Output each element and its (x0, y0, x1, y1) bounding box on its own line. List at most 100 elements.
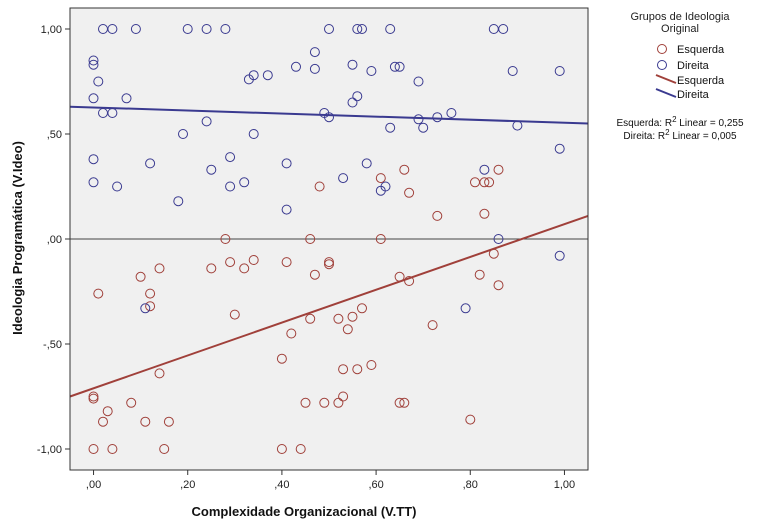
point-direita-18 (201, 24, 212, 34)
annotation-esquerda: Esquerda: R2 Linear = 0,255 (616, 115, 743, 129)
point-esquerda-47 (394, 397, 405, 408)
y-tick-label-0: -1,00 (37, 444, 62, 456)
point-esquerda-23 (281, 257, 292, 268)
point-esquerda-15 (163, 416, 174, 427)
point-direita-47 (385, 24, 396, 34)
point-esquerda-42 (357, 303, 367, 314)
point-esquerda-34 (324, 259, 334, 270)
point-direita-10 (112, 181, 123, 192)
point-esquerda-39 (342, 324, 353, 335)
point-esquerda-7 (126, 397, 137, 408)
point-direita-39 (347, 97, 358, 108)
legend-line-direita (655, 88, 677, 98)
point-esquerda-43 (366, 360, 377, 370)
point-esquerda-30 (309, 269, 320, 280)
point-direita-11 (121, 93, 132, 104)
point-direita-49 (389, 61, 400, 72)
legend-line-label-direita: Direita (677, 89, 710, 101)
point-esquerda-37 (338, 391, 349, 402)
point-esquerda-35 (333, 313, 344, 324)
point-esquerda-13 (154, 368, 165, 379)
point-direita-3 (88, 154, 99, 165)
x-tick-label-3: ,60 (368, 479, 383, 491)
point-esquerda-41 (352, 364, 363, 375)
point-direita-59 (493, 234, 504, 244)
point-direita-27 (248, 129, 259, 139)
point-esquerda-49 (399, 164, 410, 175)
point-direita-21 (220, 24, 231, 34)
fit-line-esquerda (69, 214, 589, 398)
point-esquerda-57 (479, 177, 490, 188)
point-esquerda-21 (248, 255, 259, 265)
point-direita-29 (281, 158, 292, 169)
point-direita-26 (248, 70, 259, 81)
fit-annotations: Esquerda: R2 Linear = 0,255 Direita: R2 … (616, 115, 743, 142)
point-direita-55 (446, 108, 457, 118)
point-esquerda-38 (338, 364, 349, 375)
point-esquerda-52 (427, 320, 438, 331)
x-tick-label-2: ,40 (274, 479, 289, 491)
legend: Grupos de Ideologia Original Esquerda Di… (630, 11, 730, 101)
point-direita-56 (460, 303, 471, 314)
legend-line-label-esquerda: Esquerda (677, 75, 725, 87)
point-direita-5 (93, 76, 104, 87)
point-esquerda-53 (432, 210, 443, 221)
point-esquerda-25 (286, 328, 297, 339)
point-esquerda-8 (135, 271, 146, 282)
point-esquerda-27 (300, 397, 311, 408)
point-esquerda-6 (107, 444, 118, 454)
point-direita-22 (225, 152, 236, 163)
point-esquerda-2 (88, 444, 99, 454)
point-esquerda-24 (276, 444, 287, 454)
point-direita-60 (498, 24, 509, 34)
point-esquerda-10 (145, 301, 156, 312)
x-tick-label-1: ,20 (180, 479, 195, 491)
point-esquerda-28 (305, 313, 316, 324)
point-direita-28 (262, 70, 273, 81)
y-axis-label: Ideologia Programática (V.Ideo) (10, 141, 25, 335)
point-esquerda-12 (154, 263, 165, 274)
point-direita-15 (173, 196, 184, 207)
point-direita-30 (281, 204, 292, 215)
point-direita-51 (413, 76, 424, 87)
point-direita-23 (225, 181, 236, 192)
y-tick-label-3: ,50 (47, 129, 62, 141)
point-esquerda-9 (145, 288, 156, 299)
x-tick-label-4: ,80 (463, 479, 478, 491)
legend-label-esquerda: Esquerda (677, 44, 725, 56)
plot-area (69, 8, 589, 470)
point-esquerda-18 (225, 257, 236, 268)
point-direita-61 (507, 66, 518, 76)
point-direita-44 (366, 66, 377, 76)
point-esquerda-54 (465, 414, 476, 425)
legend-marker-esquerda (657, 44, 667, 54)
point-direita-1 (88, 59, 99, 70)
point-esquerda-31 (314, 181, 325, 192)
point-esquerda-5 (102, 406, 113, 417)
point-direita-14 (145, 158, 156, 169)
point-direita-53 (418, 122, 429, 133)
point-esquerda-50 (404, 187, 415, 198)
x-axis-label: Complexidade Organizacional (V.TT) (192, 504, 417, 519)
point-direita-42 (357, 24, 367, 34)
point-direita-0 (88, 55, 99, 66)
point-direita-24 (239, 177, 250, 188)
point-esquerda-17 (220, 234, 231, 244)
point-esquerda-48 (399, 397, 410, 408)
fit-line-direita (69, 105, 589, 125)
point-esquerda-4 (98, 416, 108, 427)
point-esquerda-3 (93, 288, 104, 299)
point-direita-20 (206, 164, 217, 175)
point-direita-35 (324, 24, 334, 34)
point-esquerda-58 (479, 208, 490, 219)
point-direita-4 (88, 177, 99, 188)
point-direita-37 (338, 173, 349, 184)
point-esquerda-45 (375, 234, 386, 244)
point-direita-48 (385, 122, 396, 133)
x-tick-label-0: ,00 (86, 479, 101, 491)
point-direita-33 (309, 63, 320, 74)
point-direita-64 (554, 143, 565, 154)
point-direita-2 (88, 93, 99, 104)
point-direita-32 (309, 47, 320, 58)
